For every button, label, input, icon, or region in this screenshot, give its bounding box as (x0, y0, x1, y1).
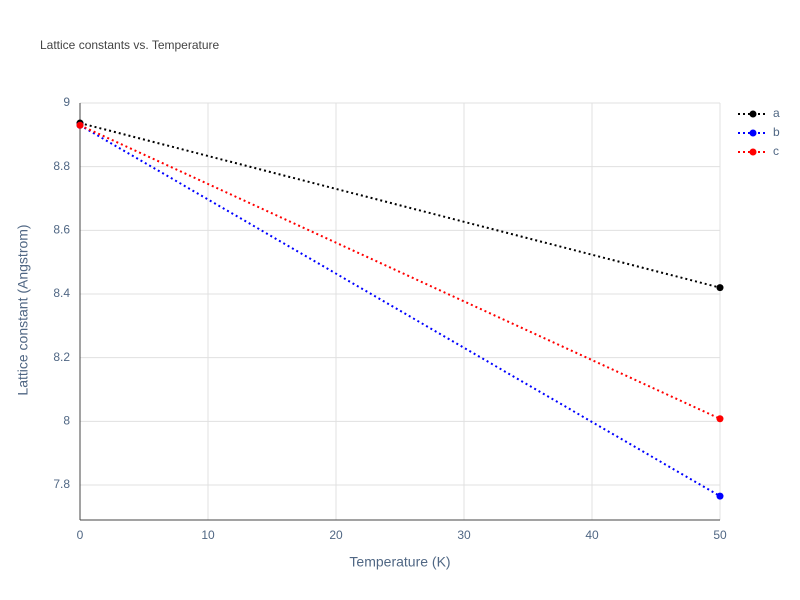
y-axis-title: Lattice constant (Angstrom) (15, 224, 31, 395)
y-tick-label: 9 (63, 95, 70, 109)
legend-marker (749, 148, 757, 156)
data-point (716, 284, 724, 292)
y-tick-label: 8 (63, 413, 70, 427)
x-tick-label: 20 (329, 528, 343, 542)
x-tick-label: 10 (201, 528, 215, 542)
data-point (716, 492, 724, 500)
x-axis-title: Temperature (K) (349, 554, 450, 570)
legend-label: c (773, 144, 779, 158)
series-line (79, 124, 721, 420)
legend-label: a (773, 106, 780, 120)
series-line (79, 122, 721, 289)
y-tick-label: 7.8 (53, 477, 70, 491)
legend-marker (749, 110, 757, 118)
series-line (79, 124, 721, 497)
data-point (716, 415, 724, 423)
y-tick-label: 8.8 (53, 159, 70, 173)
x-tick-label: 40 (585, 528, 599, 542)
x-tick-label: 30 (457, 528, 471, 542)
x-tick-label: 0 (77, 528, 84, 542)
y-tick-label: 8.6 (53, 223, 70, 237)
legend-marker (749, 129, 757, 137)
chart-title: Lattice constants vs. Temperature (40, 38, 220, 52)
legend-label: b (773, 125, 780, 139)
data-point (76, 121, 84, 129)
x-tick-label: 50 (713, 528, 727, 542)
y-tick-label: 8.4 (53, 286, 70, 300)
y-tick-label: 8.2 (53, 350, 70, 364)
